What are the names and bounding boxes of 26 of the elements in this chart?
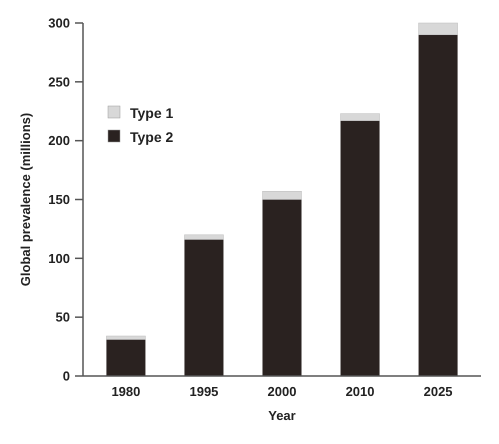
x-tick-label: 2025 [424, 384, 453, 399]
x-axis-title: Year [268, 408, 296, 423]
bar [418, 22, 458, 36]
bar [340, 120, 380, 376]
y-tick-label: 50 [56, 310, 70, 325]
legend-label: Type 1 [130, 104, 174, 121]
y-axis-title: Global prevalence (millions) [18, 112, 33, 286]
bar [184, 240, 224, 376]
y-tick-label: 0 [62, 368, 70, 384]
x-tick-label: 2000 [268, 384, 296, 399]
y-tick-label: 250 [48, 74, 70, 90]
y-tick-label: 200 [48, 133, 70, 148]
y-tick-label: 300 [48, 16, 70, 31]
x-tick-label: 2010 [346, 384, 374, 399]
x-tick-label: 1980 [111, 384, 140, 399]
bar [262, 191, 302, 200]
bar [184, 234, 224, 240]
bar [262, 200, 302, 376]
bar [106, 336, 146, 340]
legend-label: Type 2 [130, 128, 174, 145]
y-tick-label: 150 [48, 192, 70, 208]
bar [340, 113, 380, 121]
bar [106, 340, 146, 376]
bar [418, 34, 458, 376]
x-tick-label: 1995 [190, 384, 218, 399]
y-tick-label: 100 [48, 250, 70, 266]
